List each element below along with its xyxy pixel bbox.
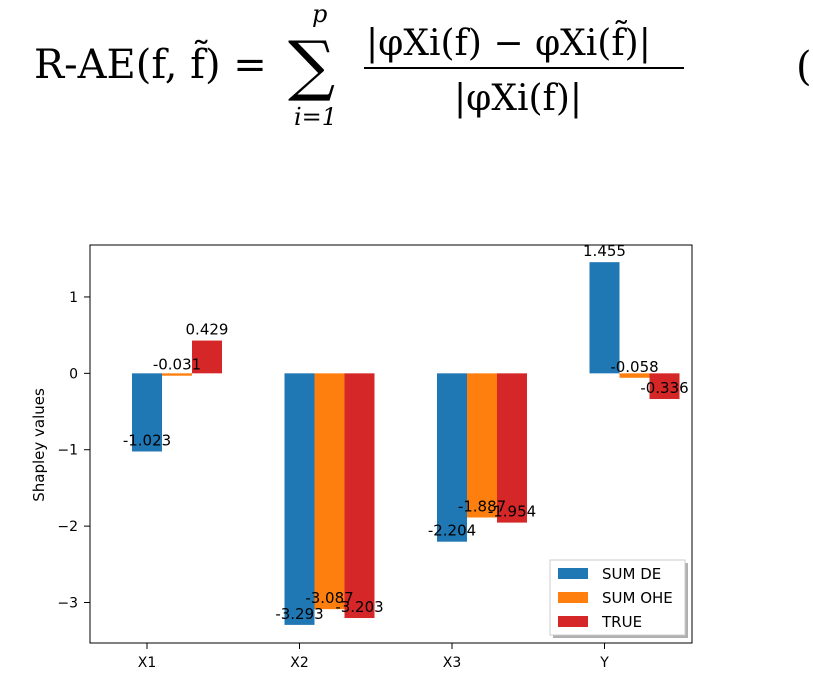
summation-upper-limit: p <box>312 0 327 28</box>
y-axis: 1 0 −1 −2 −3 <box>57 290 90 612</box>
bar-sum-de-y <box>589 262 620 374</box>
legend-label-sum-ohe: SUM OHE <box>602 589 673 607</box>
legend-swatch-sum-de <box>558 568 588 579</box>
data-label-true-y: -0.336 <box>640 379 688 397</box>
bar-sum-ohe-x1 <box>162 373 192 376</box>
bar-true-x2 <box>344 373 375 619</box>
legend-swatch-true <box>558 616 588 627</box>
data-label-sum-ohe-x3: -1.887 <box>458 497 506 515</box>
data-label-sum-ohe-y: -0.058 <box>610 358 658 376</box>
y-tick-label: −2 <box>57 519 78 535</box>
y-tick-label: 0 <box>69 366 78 382</box>
x-tick-label-y: Y <box>599 655 609 671</box>
data-label-sum-de-y: 1.455 <box>583 242 626 260</box>
bar-sum-de-x2 <box>284 373 315 625</box>
equation: R-AE(f, f̃) = ∑ p i=1 |φXi(f) − φXi(f̃)|… <box>34 0 812 131</box>
summation-sign: ∑ <box>288 27 335 104</box>
y-tick-label: 1 <box>69 290 78 306</box>
legend-label-true: TRUE <box>601 613 642 631</box>
y-tick-label: −3 <box>57 596 78 612</box>
legend: SUM DE SUM OHE TRUE <box>549 559 688 638</box>
plot-frame <box>89 244 693 644</box>
x-tick-label-x1: X1 <box>138 655 157 671</box>
y-tick-label: −1 <box>57 443 78 459</box>
data-label-true-x1: 0.429 <box>186 321 229 339</box>
bar-true-x3 <box>497 373 527 523</box>
equation-lhs: R-AE(f, f̃) = <box>34 39 267 88</box>
fraction-numerator: |φXi(f) − φXi(f̃)| <box>366 21 651 64</box>
bar-true-y <box>649 373 680 400</box>
bar-sum-ohe-x2 <box>314 373 345 610</box>
summation-lower-limit: i=1 <box>294 103 337 131</box>
x-axis: X1 X2 X3 Y <box>138 643 609 671</box>
x-tick-label-x2: X2 <box>290 655 309 671</box>
bar-sum-ohe-x3 <box>467 373 497 518</box>
data-labels-layer: -1.023 -0.031 0.429 -3.293-3.087-3.203 -2.20… <box>123 242 689 623</box>
equation-number: ( <box>796 44 812 90</box>
bar-true-x1 <box>192 340 222 374</box>
data-label-sum-ohe-x2: -3.087 <box>305 589 353 607</box>
data-label-sum-de-x1: -1.023 <box>123 431 171 449</box>
bar-sum-de-x1 <box>132 373 162 452</box>
bar-sum-ohe-y <box>619 373 650 378</box>
fraction-denominator: |φXi(f)| <box>454 78 582 119</box>
legend-swatch-sum-ohe <box>558 592 588 603</box>
data-label-true-x2: -3.203 <box>335 598 383 616</box>
data-label-sum-de-x3: -2.204 <box>428 522 476 540</box>
legend-label-sum-de: SUM DE <box>602 565 661 583</box>
data-label-true-x3: -1.954 <box>488 503 536 521</box>
data-label-sum-ohe-x1: -0.031 <box>153 356 201 374</box>
bars-layer <box>132 262 680 625</box>
data-label-sum-de-x2: -3.293 <box>275 605 323 623</box>
x-tick-label-x3: X3 <box>443 655 462 671</box>
bar-sum-de-x3 <box>437 373 467 542</box>
y-axis-title: Shapley values <box>30 388 48 502</box>
